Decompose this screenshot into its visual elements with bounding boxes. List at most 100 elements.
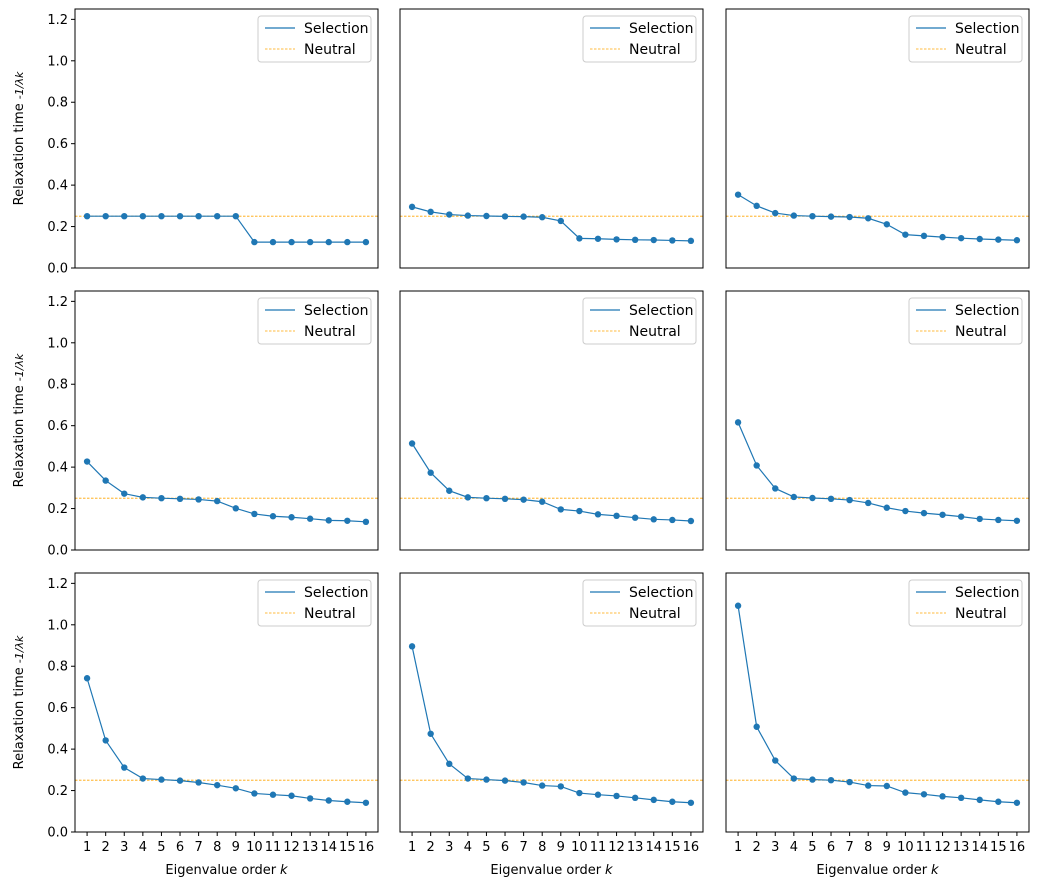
- selection-point: [483, 495, 490, 502]
- selection-point: [650, 796, 657, 804]
- selection-point: [83, 675, 91, 682]
- selection-point: [520, 496, 527, 503]
- x-tick-label: 6: [176, 840, 184, 855]
- x-tick-label: 8: [213, 840, 221, 855]
- legend: Selection Neutral: [257, 15, 372, 63]
- y-tick-label: 0.6: [47, 137, 68, 152]
- selection-point: [650, 236, 657, 244]
- axes-frame: [725, 290, 1030, 551]
- selection-point: [976, 796, 983, 804]
- selection-point: [176, 495, 184, 503]
- axes-frame: [399, 8, 704, 269]
- selection-point: [176, 213, 184, 220]
- selection-point: [325, 797, 332, 804]
- y-tick-label: 0.0: [47, 262, 68, 277]
- selection-point: [613, 792, 620, 800]
- x-tick-label: 12: [934, 840, 951, 855]
- x-tick-label: 4: [790, 840, 798, 855]
- selection-point: [121, 490, 128, 497]
- selection-line: [411, 646, 691, 804]
- legend: Selection Neutral: [908, 297, 1023, 345]
- selection-point: [464, 494, 472, 501]
- selection-point: [790, 775, 798, 782]
- selection-point: [195, 779, 202, 786]
- x-tick-label: 2: [427, 840, 435, 855]
- selection-point: [269, 791, 277, 798]
- legend-selection-label: Selection: [304, 303, 369, 319]
- y-tick-label: 0.2: [47, 502, 68, 517]
- y-axis-label-text: Relaxation time: [12, 103, 27, 205]
- x-tick-label: 5: [482, 840, 490, 855]
- axes-frame: [725, 8, 1030, 269]
- legend-neutral-label: Neutral: [629, 324, 681, 340]
- selection-point: [883, 782, 890, 790]
- y-tick-label: 0.2: [47, 784, 68, 799]
- selection-point: [594, 791, 602, 798]
- selection-point: [325, 238, 332, 246]
- selection-point: [483, 212, 490, 220]
- legend: Selection Neutral: [908, 15, 1023, 63]
- selection-point: [846, 213, 853, 221]
- x-tick-label: 10: [246, 840, 263, 855]
- selection-point: [251, 238, 258, 246]
- selection-point: [920, 232, 928, 240]
- selection-point: [158, 776, 165, 783]
- x-tick-label: 1: [408, 840, 416, 855]
- selection-point: [464, 212, 472, 219]
- selection-point: [957, 234, 965, 242]
- selection-point: [362, 799, 370, 806]
- selection-point: [501, 213, 509, 220]
- selection-point: [846, 496, 853, 504]
- y-tick-label: 0.2: [47, 220, 68, 235]
- selection-point: [594, 235, 602, 242]
- x-axis-label-math: k: [931, 863, 939, 878]
- axes-frame: [725, 572, 1030, 833]
- selection-point: [306, 795, 314, 802]
- x-tick-label: 13: [302, 840, 319, 855]
- selection-point: [214, 213, 221, 220]
- y-tick-label: 0.6: [47, 419, 68, 434]
- axes-frame: [399, 290, 704, 551]
- selection-point: [827, 777, 835, 784]
- x-tick-label: 15: [339, 840, 356, 855]
- selection-point: [753, 723, 760, 730]
- x-axis-label: Eigenvalue order k: [165, 863, 288, 878]
- legend: Selection Neutral: [908, 579, 1023, 627]
- selection-point: [102, 737, 109, 744]
- selection-line: [737, 422, 1017, 522]
- selection-point: [576, 507, 583, 515]
- x-tick-label: 10: [571, 840, 588, 855]
- selection-point: [176, 777, 184, 784]
- selection-point: [83, 213, 91, 220]
- selection-point: [613, 236, 620, 243]
- selection-point: [687, 237, 695, 245]
- legend: Selection Neutral: [257, 297, 372, 345]
- selection-point: [734, 419, 742, 426]
- legend-selection-label: Selection: [629, 303, 694, 319]
- selection-point: [734, 602, 742, 609]
- selection-point: [232, 505, 239, 512]
- selection-point: [939, 511, 946, 518]
- selection-point: [557, 783, 564, 790]
- x-tick-label: 14: [971, 840, 988, 855]
- selection-point: [139, 213, 147, 220]
- y-tick-label: 1.2: [47, 13, 68, 28]
- y-axis-label: Relaxation time -1/λk: [12, 353, 27, 487]
- selection-point: [446, 760, 453, 768]
- selection-point: [1013, 799, 1021, 806]
- selection-point: [995, 516, 1002, 524]
- selection-line: [737, 605, 1017, 804]
- selection-point: [883, 221, 890, 228]
- x-tick-label: 6: [827, 840, 835, 855]
- x-axis-label: Eigenvalue order k: [816, 863, 939, 878]
- selection-point: [408, 643, 416, 650]
- legend-neutral-label: Neutral: [629, 42, 681, 58]
- legend: Selection Neutral: [257, 579, 372, 627]
- selection-point: [102, 213, 109, 220]
- selection-point: [827, 213, 835, 220]
- x-tick-label: 14: [320, 840, 337, 855]
- legend-neutral-label: Neutral: [629, 606, 681, 622]
- y-tick-label: 1.2: [47, 577, 68, 592]
